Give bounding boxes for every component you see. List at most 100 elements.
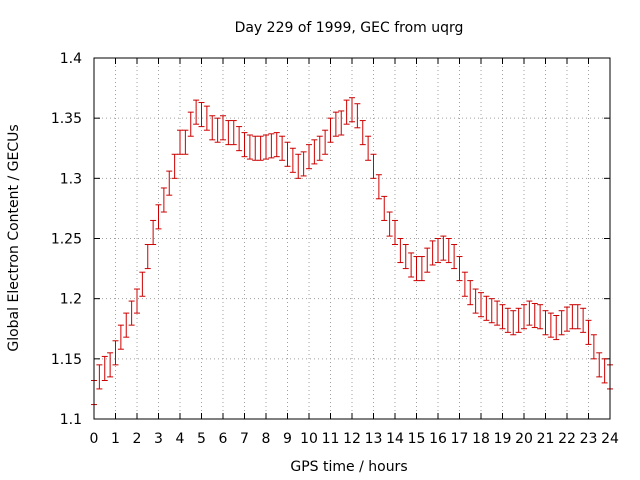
error-bar-point xyxy=(365,135,372,161)
error-bar-point xyxy=(349,97,355,123)
error-bar-point xyxy=(601,358,608,384)
error-bar-point xyxy=(553,315,560,341)
error-bar-point xyxy=(160,187,167,213)
error-bar-point xyxy=(418,256,425,282)
x-tick-label: 18 xyxy=(472,431,490,447)
error-bar-point xyxy=(547,312,554,338)
error-bar-point xyxy=(413,256,420,282)
error-bar-point xyxy=(268,133,275,159)
error-bar-point xyxy=(472,288,479,314)
x-tick-label: 8 xyxy=(262,431,271,447)
error-bar-point xyxy=(510,310,517,336)
error-bar-point xyxy=(596,352,603,378)
error-bar-point xyxy=(569,304,576,330)
error-bar-point xyxy=(515,307,522,333)
error-bar-point xyxy=(478,292,484,318)
error-bar-point xyxy=(306,144,312,170)
error-bar-point xyxy=(203,105,210,131)
error-bar-point xyxy=(144,244,151,270)
x-tick-label: 5 xyxy=(197,431,206,447)
error-bar-point xyxy=(424,247,431,273)
x-tick-label: 12 xyxy=(343,431,361,447)
error-bar-point xyxy=(343,99,350,125)
error-bar-point xyxy=(386,211,393,237)
x-tick-label: 3 xyxy=(154,431,163,447)
error-bar-point xyxy=(177,129,183,155)
error-bar-point xyxy=(295,153,302,179)
x-tick-label: 24 xyxy=(601,431,619,447)
chart-title: Day 229 of 1999, GEC from uqrg xyxy=(235,20,464,36)
error-bar-point xyxy=(193,99,200,125)
error-bar-point xyxy=(354,103,361,129)
axis-ticks: 0 1 2 3 4 5 6 7 8 9 10 11 12 13 14 15 16 17 18 19 20 21 22 23 24… xyxy=(51,51,619,447)
x-tick-label: 10 xyxy=(300,431,318,447)
x-tick-label: 16 xyxy=(429,431,447,447)
error-bar-point xyxy=(499,304,506,330)
error-bar-point xyxy=(585,319,592,345)
error-bar-point xyxy=(322,129,329,155)
error-bar-point xyxy=(564,306,570,332)
error-bar-point xyxy=(225,120,232,146)
error-bar-point xyxy=(209,115,216,141)
error-bar-point xyxy=(440,235,447,261)
error-bar-point xyxy=(117,324,124,350)
error-bar-point xyxy=(461,271,468,297)
error-bar-point xyxy=(590,334,597,360)
error-bar-point xyxy=(139,271,146,297)
error-bar-point xyxy=(246,134,253,160)
x-tick-label: 2 xyxy=(133,431,142,447)
x-tick-label: 9 xyxy=(283,431,292,447)
error-bar-point xyxy=(435,238,441,264)
y-axis-label: Global Electron Content / GECUs xyxy=(6,124,22,351)
x-tick-label: 15 xyxy=(408,431,426,447)
plot-frame xyxy=(93,57,611,420)
data-series xyxy=(91,97,613,406)
error-bar-point xyxy=(558,310,565,336)
error-bar-point xyxy=(456,256,463,282)
error-bar-point xyxy=(332,111,339,137)
error-bar-point xyxy=(166,170,173,196)
error-bar-point xyxy=(263,134,269,160)
error-bar-point xyxy=(101,355,108,381)
x-tick-label: 0 xyxy=(90,431,99,447)
x-tick-label: 1 xyxy=(111,431,120,447)
x-tick-label: 13 xyxy=(365,431,383,447)
error-bar-point xyxy=(182,129,189,155)
error-bar-point xyxy=(504,307,511,333)
error-bar-point xyxy=(375,174,382,200)
error-bar-point xyxy=(123,312,130,338)
error-bar-point xyxy=(542,310,549,336)
y-tick-label: 1.15 xyxy=(51,352,82,368)
error-bar-point xyxy=(128,300,135,326)
error-bar-point xyxy=(171,153,178,179)
error-bar-point xyxy=(107,352,114,378)
error-bar-point xyxy=(236,126,243,152)
y-tick-label: 1.35 xyxy=(51,111,82,127)
error-bar-point xyxy=(150,219,157,246)
x-tick-label: 22 xyxy=(558,431,576,447)
error-bar-point xyxy=(574,304,581,330)
error-bar-point xyxy=(580,307,587,333)
error-bar-point xyxy=(214,117,221,143)
error-bar-point xyxy=(300,151,307,177)
x-tick-label: 4 xyxy=(176,431,185,447)
error-bar-point xyxy=(531,302,538,329)
error-bar-point xyxy=(220,115,226,141)
error-bar-point xyxy=(370,153,377,179)
error-bar-point xyxy=(402,244,409,270)
error-bar-point xyxy=(311,139,318,165)
x-tick-label: 20 xyxy=(515,431,533,447)
error-bar-point xyxy=(488,298,495,324)
error-bar-point xyxy=(338,110,345,136)
y-tick-label: 1.4 xyxy=(60,51,82,67)
y-tick-label: 1.1 xyxy=(60,412,82,428)
error-bar-point xyxy=(327,117,334,143)
error-bar-point xyxy=(284,141,291,167)
error-bar-point xyxy=(273,132,280,158)
error-bar-point xyxy=(445,238,452,264)
error-bar-point xyxy=(241,132,248,158)
x-tick-label: 23 xyxy=(580,431,598,447)
error-bar-point xyxy=(279,135,286,161)
y-tick-label: 1.3 xyxy=(60,171,82,187)
error-bar-point xyxy=(392,219,398,246)
